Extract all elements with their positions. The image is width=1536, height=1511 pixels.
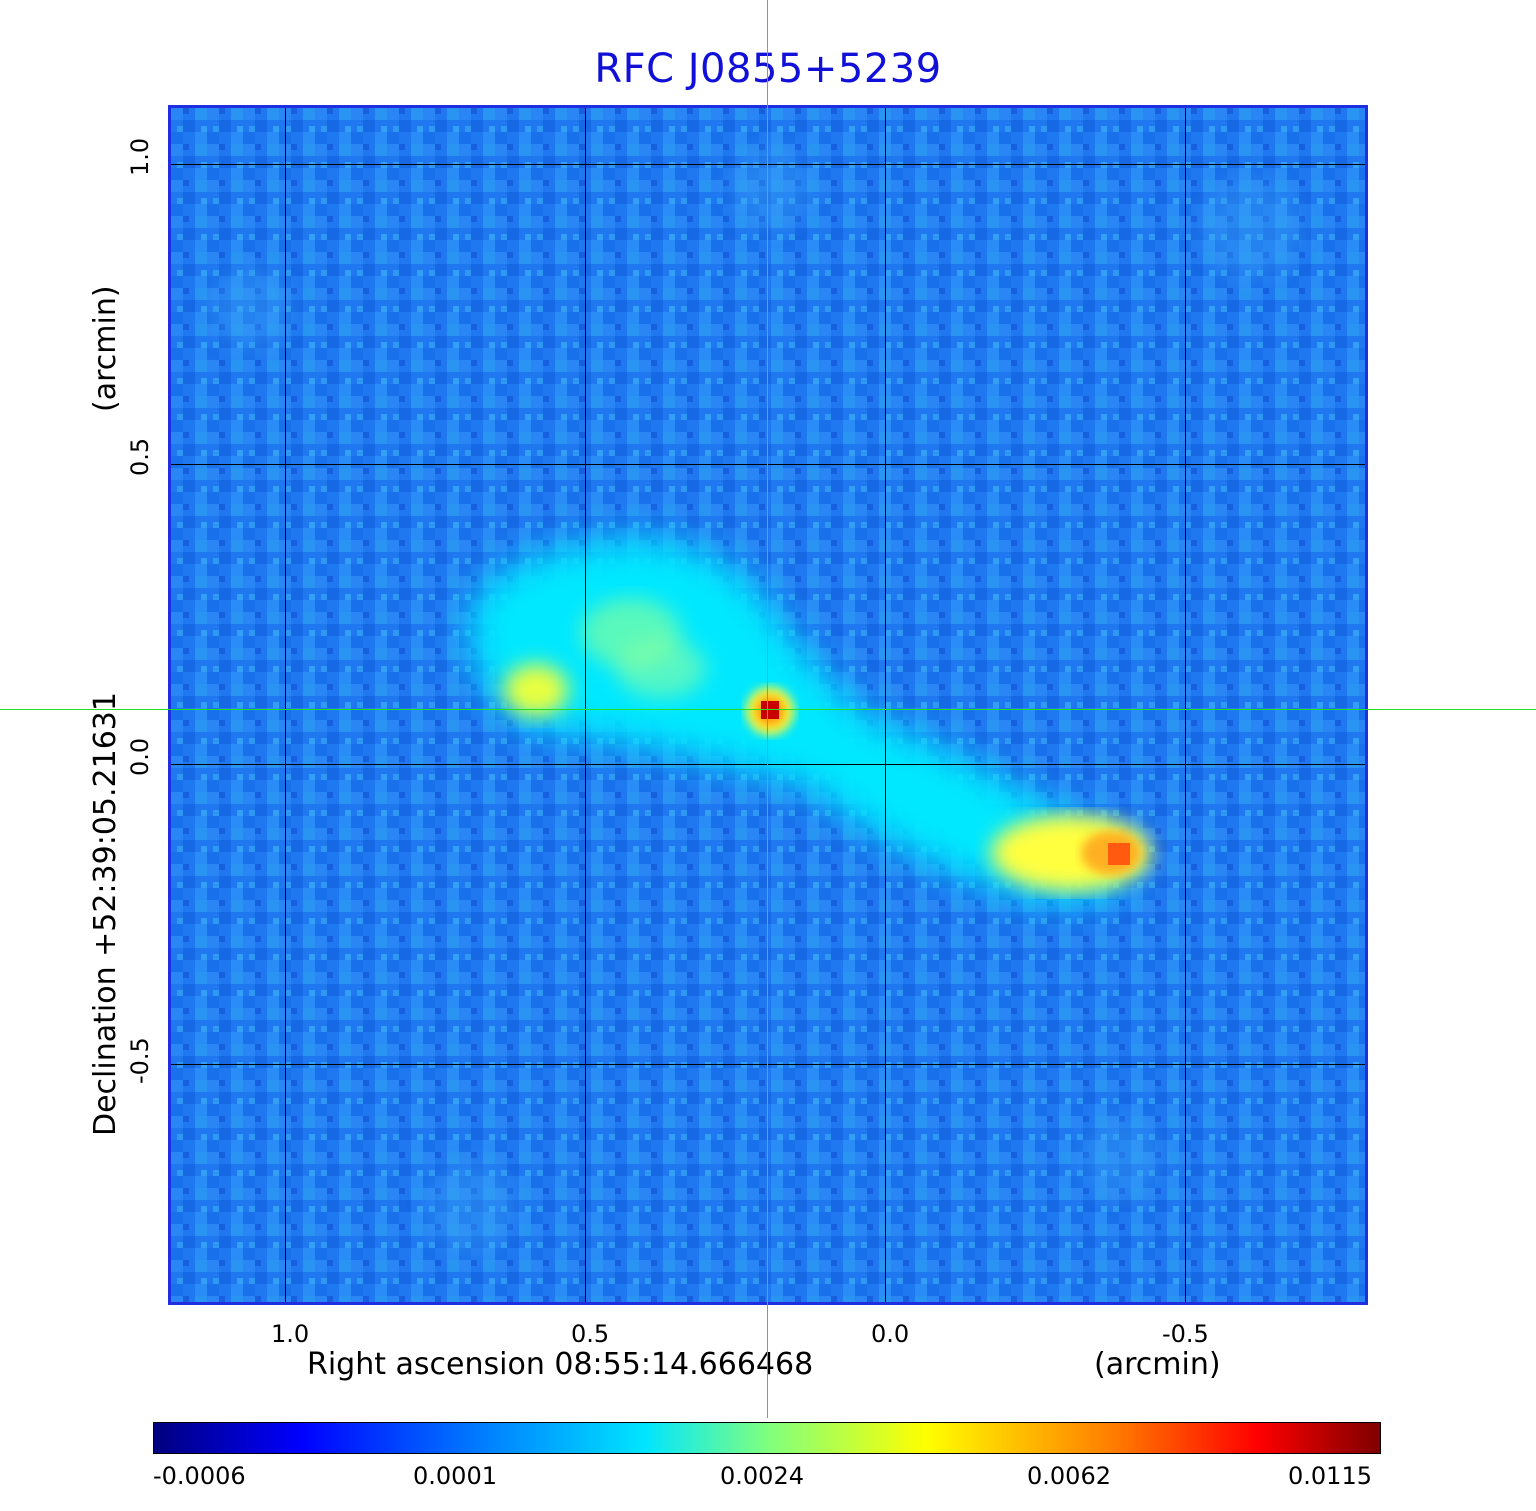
colorbar-tick-label: 0.0115 xyxy=(1288,1462,1372,1490)
radio-image[interactable] xyxy=(168,105,1368,1305)
grid-line-x-0.5 xyxy=(585,108,586,1302)
x-axis-label: Right ascension 08:55:14.666468 xyxy=(307,1347,814,1382)
x-tick-label: 0.0 xyxy=(871,1320,910,1348)
y-axis-label: Declination +52:39:05.21631 xyxy=(88,692,123,1136)
grid-line-x-0.0 xyxy=(885,108,886,1302)
grid-line-x--0.5 xyxy=(1185,108,1186,1302)
colorbar xyxy=(153,1422,1381,1454)
y-tick-label: 0.0 xyxy=(126,737,154,776)
grid-line-y-1.0 xyxy=(171,164,1365,165)
image-title: RFC J0855+5239 xyxy=(594,46,942,92)
grid-line-y-0.0 xyxy=(171,764,1365,765)
y-tick-label: 1.0 xyxy=(126,137,154,176)
y-axis-unit: (arcmin) xyxy=(88,285,123,412)
y-tick-label: -0.5 xyxy=(126,1037,154,1084)
x-tick-label: -0.5 xyxy=(1162,1320,1209,1348)
intensity-map xyxy=(171,108,1365,1302)
colorbar-tick-label: 0.0024 xyxy=(720,1462,804,1490)
crosshair-horizontal xyxy=(0,709,1536,710)
x-tick-label: 1.0 xyxy=(271,1320,310,1348)
grid-line-y-0.5 xyxy=(171,464,1365,465)
colorbar-tick-label: 0.0001 xyxy=(413,1462,497,1490)
grid-line-y--0.5 xyxy=(171,1064,1365,1065)
colorbar-tick-label: -0.0006 xyxy=(153,1462,246,1490)
x-axis-unit: (arcmin) xyxy=(1094,1347,1221,1382)
colorbar-tick-label: 0.0062 xyxy=(1027,1462,1111,1490)
y-tick-label: 0.5 xyxy=(126,437,154,476)
grid-line-x-1.0 xyxy=(285,108,286,1302)
x-tick-label: 0.5 xyxy=(571,1320,610,1348)
